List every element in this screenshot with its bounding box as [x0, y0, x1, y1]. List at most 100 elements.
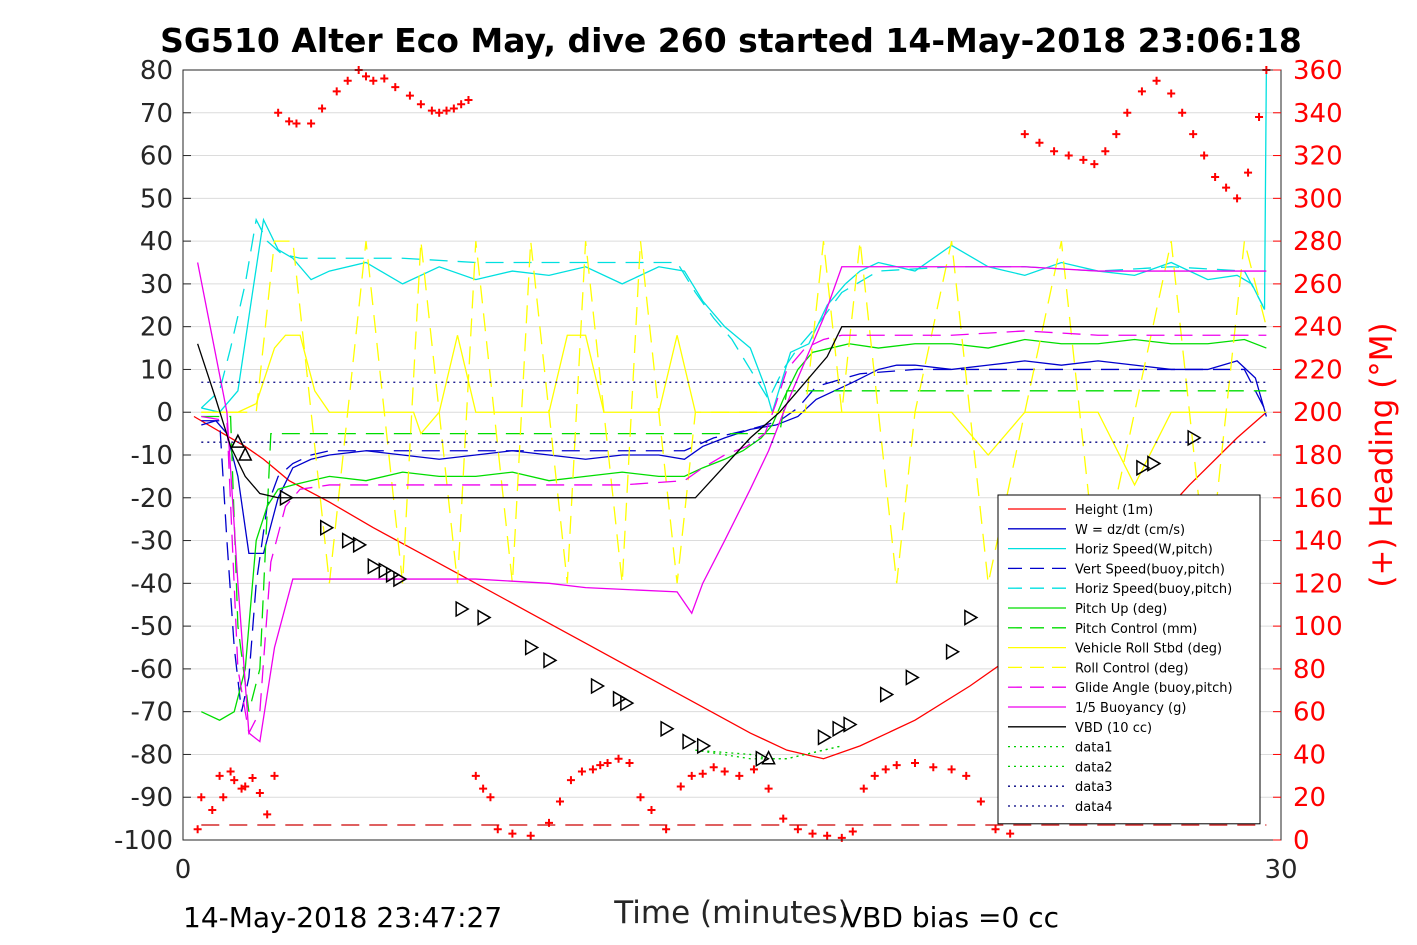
heading-marker	[285, 117, 294, 126]
y-tick-label: 10	[140, 355, 173, 385]
event-triangle-right	[477, 609, 492, 626]
heading-marker	[1112, 130, 1121, 139]
series-line-glide-angle-buoy-pitch	[201, 330, 1267, 736]
legend-label: Pitch Up (deg)	[1075, 602, 1167, 617]
y-right-tick-label: 0	[1293, 826, 1310, 856]
y-tick-label: -90	[131, 783, 173, 813]
event-triangle-right	[879, 686, 895, 703]
y-tick-label: -60	[131, 655, 173, 685]
legend-label: W = dz/dt (cm/s)	[1075, 523, 1185, 538]
y-tick-label: 80	[140, 56, 173, 86]
heading-marker	[848, 827, 857, 836]
heading-marker	[892, 761, 901, 770]
y-right-tick-label: 320	[1293, 142, 1343, 172]
event-triangle-right	[367, 557, 382, 575]
heading-marker	[545, 818, 553, 827]
heading-marker	[486, 793, 495, 802]
heading-marker	[362, 72, 370, 81]
x-axis-label: Time (minutes)	[613, 895, 849, 931]
y-right-tick-label: 240	[1293, 313, 1343, 343]
y-right-tick-label: 60	[1293, 698, 1326, 728]
y-right-tick-label: 260	[1293, 270, 1343, 300]
heading-marker	[687, 771, 696, 780]
event-triangle-right	[385, 566, 401, 584]
heading-marker	[614, 754, 623, 763]
legend-label: Glide Angle (buoy,pitch)	[1075, 681, 1233, 696]
event-triangle-right	[378, 562, 393, 579]
y-tick-label: 60	[140, 142, 173, 172]
y-right-tick-label: 220	[1293, 355, 1343, 385]
y-tick-label: -50	[131, 612, 173, 642]
legend-box	[997, 494, 1261, 825]
y-tick-label: -30	[131, 527, 173, 557]
heading-marker	[1006, 829, 1015, 838]
heading-marker	[197, 793, 206, 802]
y-tick-label: 0	[156, 398, 173, 428]
y-right-tick-label: 340	[1293, 99, 1343, 129]
event-triangle-right	[455, 600, 470, 618]
y-right-tick-label: 80	[1293, 655, 1326, 685]
heading-marker	[1189, 130, 1198, 139]
heading-marker	[307, 119, 316, 128]
y-right-tick-label: 20	[1293, 783, 1326, 813]
heading-marker	[1255, 113, 1264, 122]
heading-marker	[479, 784, 488, 793]
heading-marker	[555, 797, 564, 806]
event-triangle-right	[1147, 455, 1162, 472]
heading-marker	[230, 776, 239, 785]
heading-marker	[215, 771, 224, 780]
heading-marker	[226, 767, 235, 776]
legend-label: data4	[1075, 800, 1113, 815]
heading-marker	[416, 100, 425, 109]
heading-marker	[255, 788, 264, 797]
event-triangle-up	[238, 446, 253, 461]
heading-marker	[1167, 89, 1176, 98]
heading-marker	[391, 83, 400, 92]
y-right-tick-label: 120	[1293, 569, 1343, 599]
heading-marker	[1233, 194, 1242, 203]
legend-label: 1/5 Buoyancy (g)	[1075, 701, 1186, 716]
heading-marker	[709, 763, 718, 772]
heading-marker	[588, 765, 597, 774]
event-triangle-right	[696, 737, 712, 755]
heading-marker	[292, 119, 301, 128]
heading-marker	[1222, 183, 1231, 192]
series-line-vbd-10-cc	[197, 326, 1267, 499]
y-tick-label: 40	[140, 227, 173, 257]
heading-marker	[1050, 147, 1059, 156]
heading-marker	[676, 782, 685, 791]
heading-marker	[881, 765, 890, 774]
heading-marker	[859, 784, 868, 793]
heading-marker	[369, 76, 378, 85]
series-line-data2	[695, 745, 842, 760]
event-triangle-right	[1136, 459, 1151, 477]
footer-timestamp: 14-May-2018 23:47:27	[183, 901, 502, 934]
heading-marker	[1178, 108, 1187, 117]
heading-marker	[208, 806, 217, 815]
event-triangle-right	[590, 677, 606, 695]
y-right-tick-label: 300	[1293, 184, 1343, 214]
series-line-pitch-up-deg	[201, 338, 1267, 721]
heading-marker	[720, 767, 729, 776]
y-tick-label: -20	[131, 484, 173, 514]
heading-marker	[962, 771, 971, 780]
event-triangle-right	[964, 609, 979, 626]
event-triangle-right	[341, 532, 357, 549]
legend-label: data2	[1075, 760, 1113, 775]
heading-marker	[947, 765, 956, 774]
series-line-vert-speed-buoy-pitch	[201, 368, 1267, 712]
legend-label: data1	[1075, 741, 1113, 756]
heading-marker	[566, 776, 575, 785]
heading-marker	[1035, 138, 1044, 147]
series-line-w-dz-dt-cm-s	[201, 360, 1267, 555]
y-tick-label: -80	[131, 740, 173, 770]
legend-label: VBD (10 cc)	[1075, 721, 1152, 736]
heading-marker	[241, 782, 250, 791]
heading-marker	[1079, 155, 1088, 164]
heading-marker	[318, 104, 327, 113]
heading-marker	[929, 763, 938, 772]
heading-marker	[976, 797, 985, 806]
legend-label: Vehicle Roll Stbd (deg)	[1075, 642, 1222, 657]
x-tick-label: 0	[175, 855, 192, 885]
